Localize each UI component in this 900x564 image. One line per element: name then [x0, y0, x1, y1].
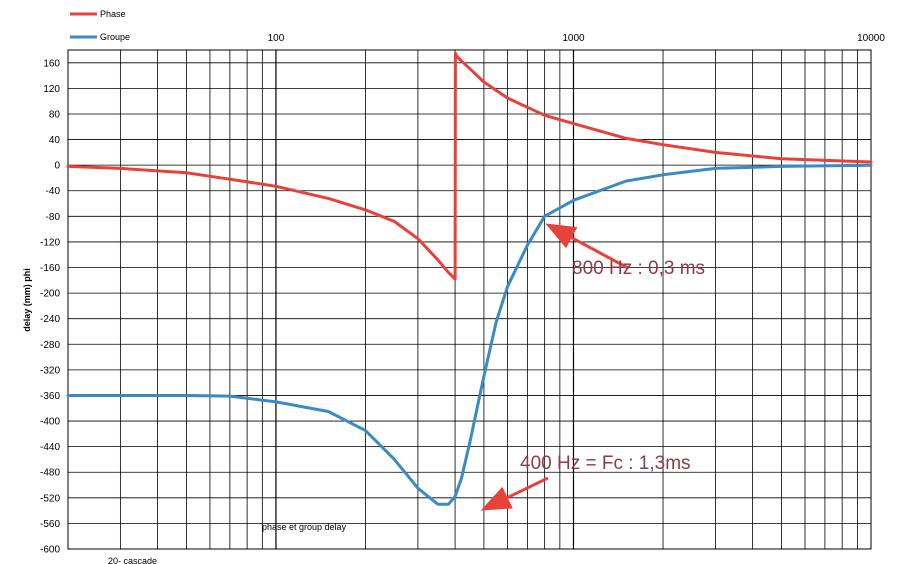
y-tick-label: -200	[40, 289, 60, 300]
y-tick-label: -480	[40, 468, 60, 479]
series-line-groupe	[66, 163, 873, 506]
y-tick-label: -600	[40, 545, 60, 556]
legend-label-phase: Phase	[100, 9, 126, 19]
y-tick-label: -360	[40, 391, 60, 402]
y-tick-label: -400	[40, 417, 60, 428]
y-tick-label: 120	[43, 84, 60, 95]
y-tick-label: -520	[40, 493, 60, 504]
x-tick-label: 100	[268, 33, 285, 44]
y-tick-labels: 160 120 80 40 0 -40 -80 -120 -160 -200 -240 -280 -32…	[40, 58, 60, 555]
y-axis-title: delay (mm) phi	[22, 268, 32, 332]
y-tick-label: -560	[40, 519, 60, 530]
annotation-arrow-400hz	[480, 476, 549, 511]
annotation-label-800hz: 800 Hz : 0,3 ms	[572, 258, 705, 279]
y-tick-label: -40	[46, 186, 61, 197]
stray-footer-text: 20- cascade	[108, 556, 157, 564]
chart-caption: phase et group delay	[262, 522, 347, 532]
y-tick-label: -80	[46, 212, 61, 223]
y-tick-label: -160	[40, 263, 60, 274]
plot-frame	[67, 49, 872, 550]
legend: Phase Groupe	[70, 9, 130, 42]
x-tick-label: 1000	[562, 33, 585, 44]
grid	[67, 49, 872, 550]
x-tick-labels: 100 1000 10000	[268, 33, 886, 44]
x-tick-label: 10000	[857, 33, 885, 44]
y-tick-label: -320	[40, 365, 60, 376]
annotations: 800 Hz : 0,3 ms 400 Hz = Fc : 1,3ms	[480, 223, 705, 511]
y-tick-label: -440	[40, 442, 60, 453]
series-line-phase	[66, 51, 873, 281]
legend-label-groupe: Groupe	[100, 32, 130, 42]
series-lines	[66, 51, 873, 506]
y-tick-label: -240	[40, 314, 60, 325]
annotation-arrow-800hz	[545, 223, 629, 270]
y-tick-label: 40	[49, 135, 61, 146]
y-tick-label: -280	[40, 340, 60, 351]
annotation-label-400hz: 400 Hz = Fc : 1,3ms	[520, 453, 691, 474]
y-tick-label: 160	[43, 58, 60, 69]
y-tick-label: -120	[40, 237, 60, 248]
y-tick-label: 80	[49, 109, 61, 120]
y-tick-label: 0	[54, 161, 60, 172]
